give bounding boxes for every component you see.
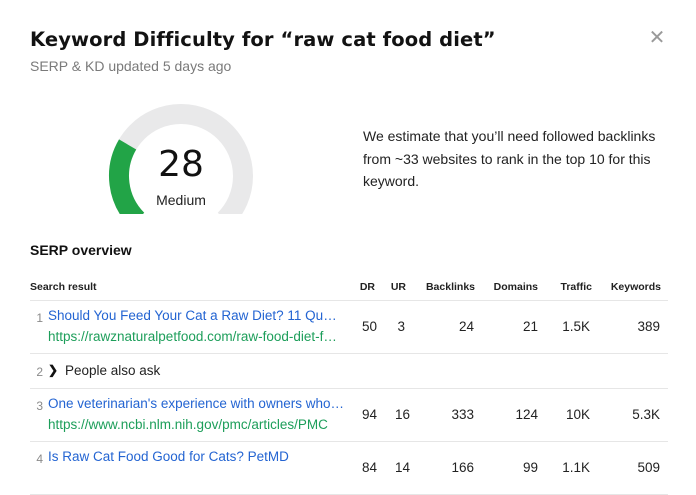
serp-overview-title: SERP overview: [30, 242, 132, 258]
backlinks-estimate: We estimate that you’ll need followed ba…: [363, 128, 656, 189]
result-position: 1: [36, 311, 43, 325]
serp-row: 1 Should You Feed Your Cat a Raw Diet? 1…: [30, 301, 668, 354]
serp-table-header: Search result DR UR Backlinks Domains Tr…: [30, 274, 668, 301]
result-ur: 14: [394, 460, 410, 475]
result-dr: 50: [361, 319, 377, 334]
result-title-link[interactable]: One veterinarian's experience with owner…: [48, 396, 344, 411]
gauge-arc: [109, 104, 253, 214]
serp-row: 4 Is Raw Cat Food Good for Cats? PetMD 8…: [30, 442, 668, 495]
result-traffic: 1.1K: [562, 460, 590, 475]
difficulty-score: 28: [158, 144, 204, 185]
col-domains[interactable]: Domains: [493, 281, 538, 293]
chevron-right-icon[interactable]: ❯: [48, 363, 59, 377]
result-keywords: 509: [637, 460, 660, 475]
result-position: 3: [36, 399, 43, 413]
result-keywords: 5.3K: [632, 407, 660, 422]
result-backlinks: 24: [458, 319, 474, 334]
updated-label: SERP & KD updated 5 days ago: [30, 58, 232, 74]
gauge-fill: [109, 139, 145, 214]
people-also-ask-row[interactable]: 2 ❯ People also ask: [30, 354, 668, 389]
people-also-ask-label[interactable]: People also ask: [65, 363, 161, 378]
result-domains: 124: [515, 407, 538, 422]
col-backlinks[interactable]: Backlinks: [425, 281, 475, 293]
result-position: 4: [36, 452, 43, 466]
result-ur: 16: [394, 407, 410, 422]
serp-row: 3 One veterinarian's experience with own…: [30, 389, 668, 442]
result-keywords: 389: [637, 319, 660, 334]
keyword-difficulty-modal: Keyword Difficulty for “raw cat food die…: [30, 25, 668, 495]
result-ur: 3: [397, 319, 405, 334]
col-traffic[interactable]: Traffic: [560, 281, 592, 293]
result-title-link[interactable]: Is Raw Cat Food Good for Cats? PetMD: [48, 449, 289, 464]
col-keywords[interactable]: Keywords: [610, 281, 661, 293]
difficulty-level: Medium: [156, 192, 206, 208]
col-search-result: Search result: [30, 281, 97, 293]
result-dr: 94: [361, 407, 377, 422]
result-url-link[interactable]: https://rawznaturalpetfood.com/raw-food-…: [48, 329, 344, 344]
result-backlinks: 333: [451, 407, 474, 422]
result-dr: 84: [361, 460, 377, 475]
result-traffic: 1.5K: [562, 319, 590, 334]
result-traffic: 10K: [565, 407, 590, 422]
result-title-link[interactable]: Should You Feed Your Cat a Raw Diet? 11 …: [48, 308, 344, 323]
result-backlinks: 166: [451, 460, 474, 475]
result-position: 2: [36, 365, 43, 379]
col-ur[interactable]: UR: [390, 281, 406, 293]
modal-title: Keyword Difficulty for “raw cat food die…: [30, 28, 496, 51]
close-icon[interactable]: ✕: [648, 25, 666, 49]
serp-table: Search result DR UR Backlinks Domains Tr…: [30, 274, 668, 495]
result-domains: 21: [522, 319, 538, 334]
result-domains: 99: [522, 460, 538, 475]
result-url-link[interactable]: https://www.ncbi.nlm.nih.gov/pmc/article…: [48, 417, 328, 432]
col-dr[interactable]: DR: [359, 281, 375, 293]
difficulty-gauge: 28 Medium: [108, 104, 254, 214]
